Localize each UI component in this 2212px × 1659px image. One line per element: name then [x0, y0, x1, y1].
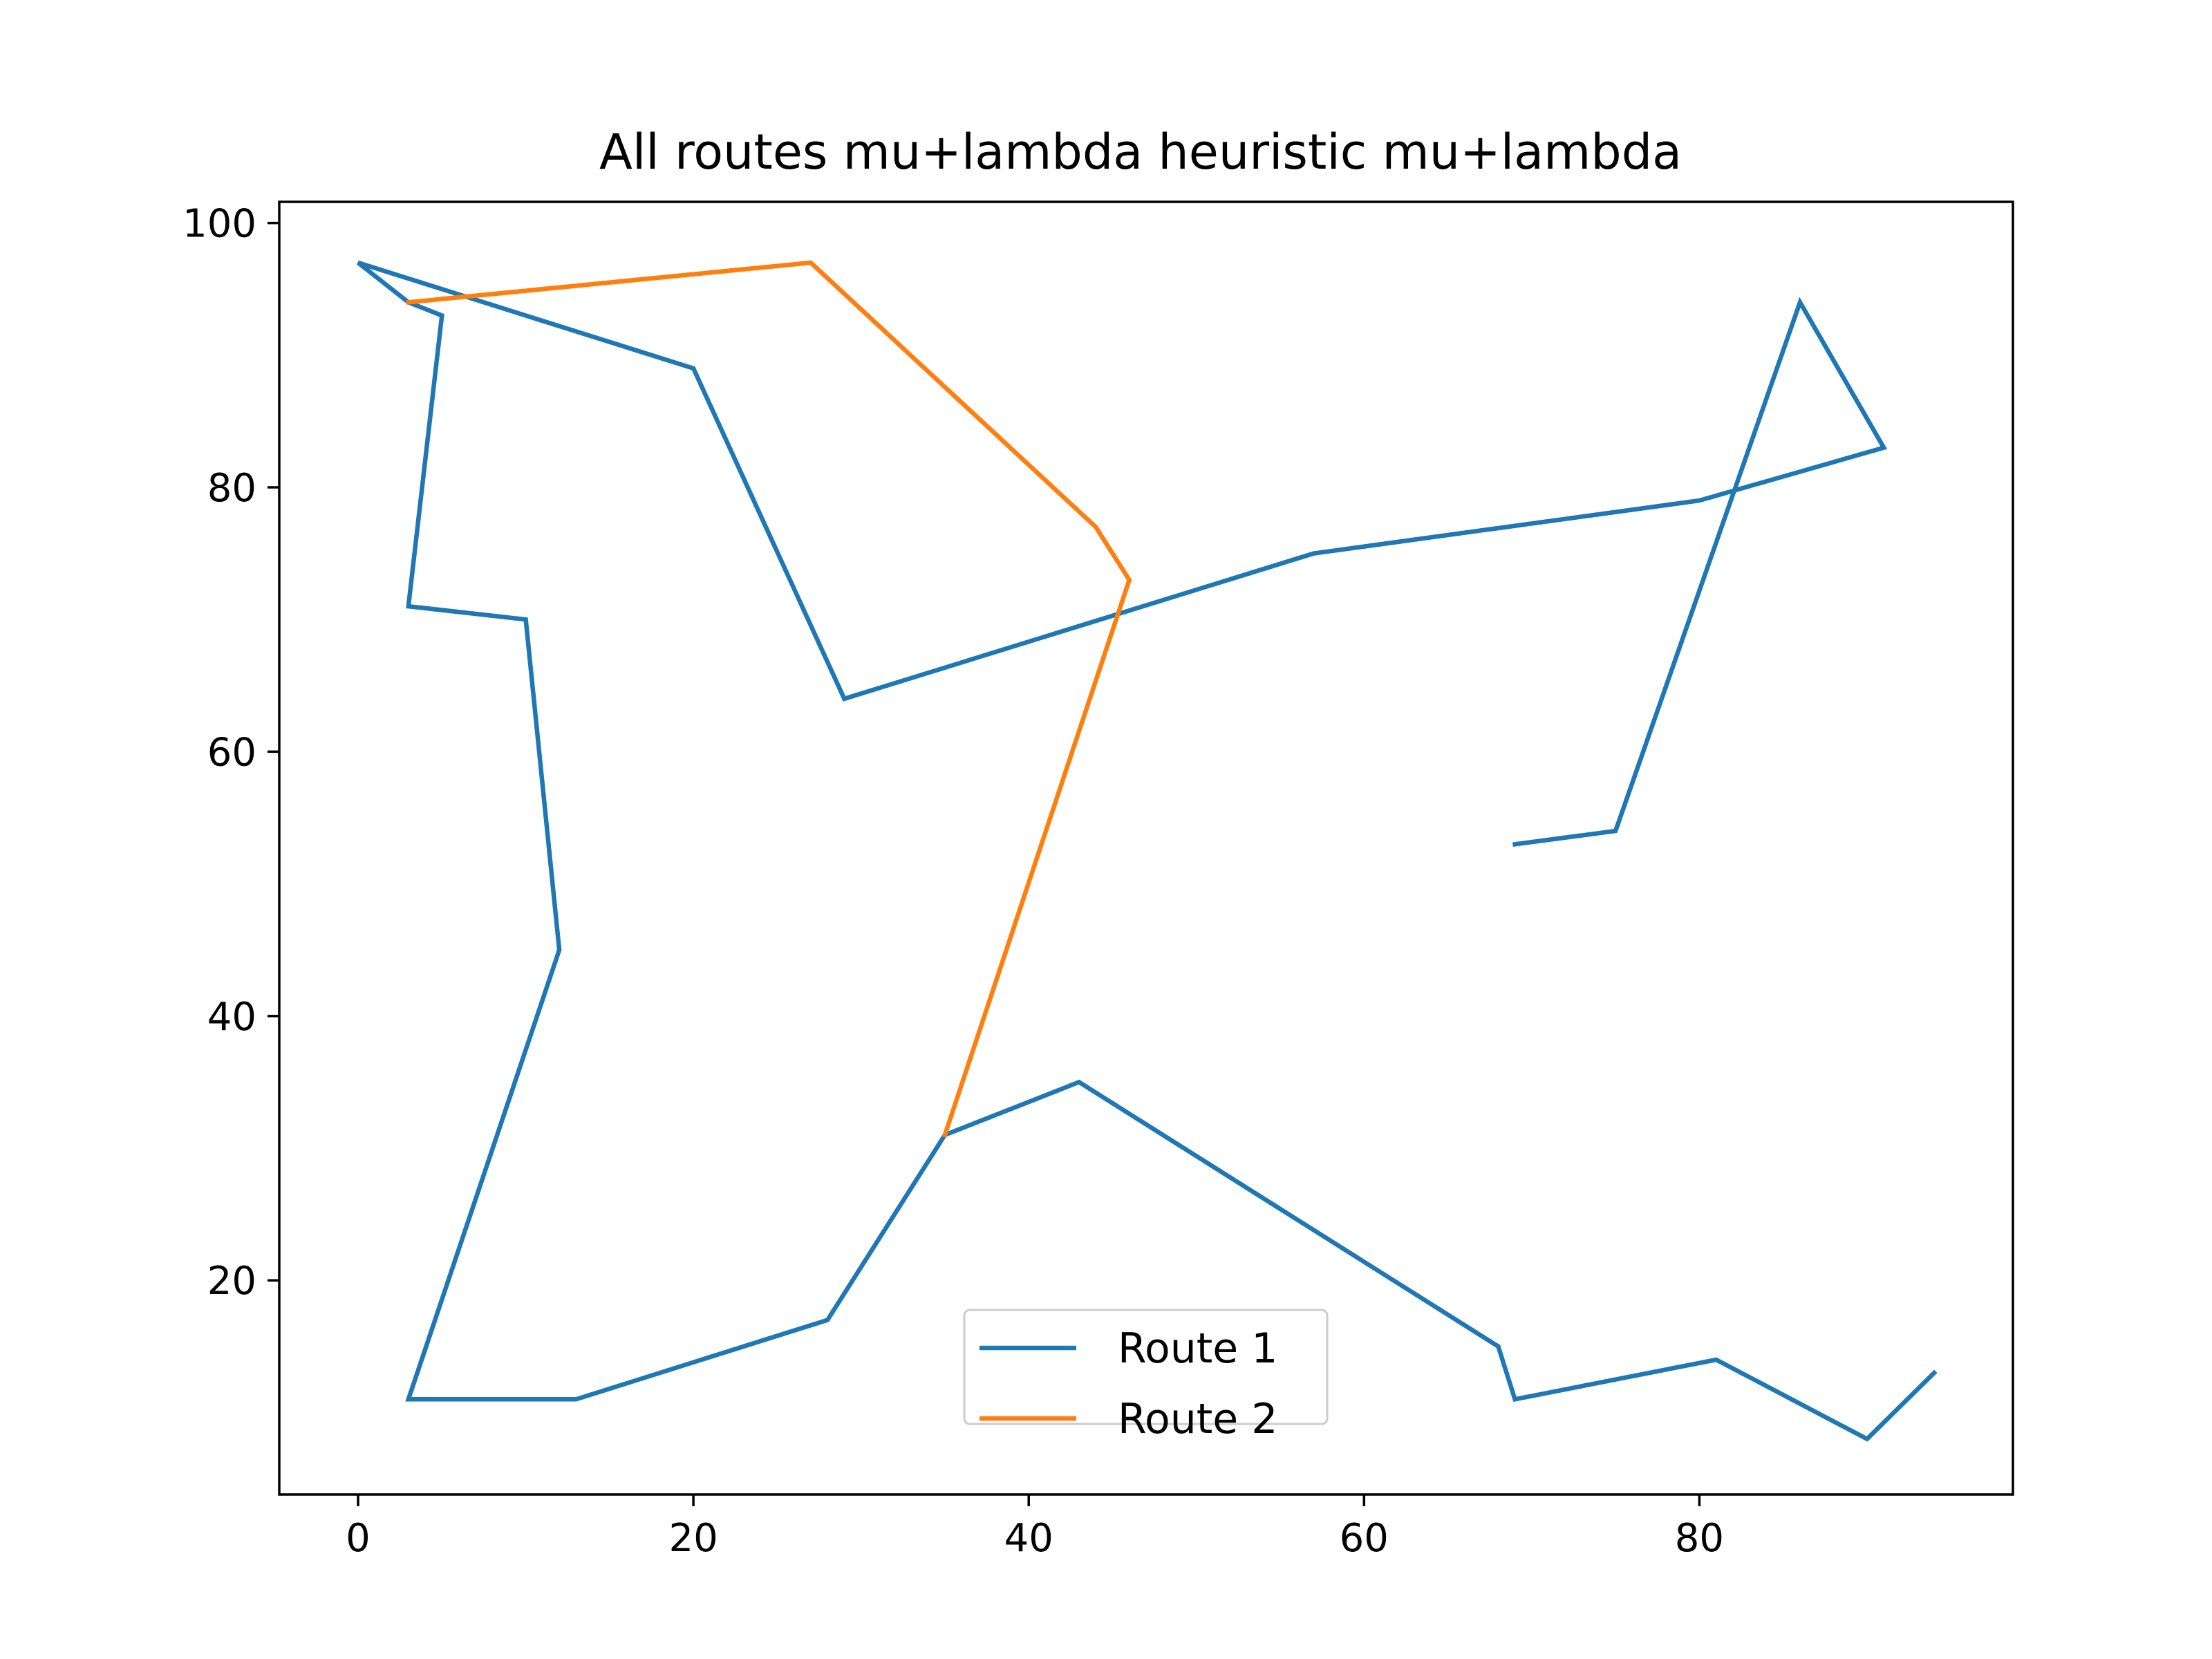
- legend-label-route-1: Route 1: [1118, 1324, 1277, 1373]
- chart-title: All routes mu+lambda heuristic mu+lambda: [599, 124, 1682, 180]
- x-tick-label: 0: [346, 1516, 371, 1561]
- y-tick-label: 60: [207, 730, 256, 775]
- y-tick-label: 40: [207, 995, 256, 1040]
- y-tick-label: 80: [207, 466, 256, 511]
- axes-frame: [278, 200, 2014, 1496]
- plot-area: [356, 260, 1938, 1442]
- legend-box: [963, 1309, 1329, 1425]
- legend: Route 1 Route 2: [963, 1309, 1329, 1443]
- x-tick-label: 80: [1675, 1516, 1724, 1561]
- axes: 0 20 40 60 80 20 40 60 80 100: [182, 200, 2014, 1561]
- legend-label-route-2: Route 2: [1118, 1395, 1277, 1443]
- series-line-route-2: [406, 260, 1132, 1138]
- y-tick-label: 20: [207, 1259, 256, 1304]
- x-tick-label: 40: [1004, 1516, 1053, 1561]
- series-line-route-1: [356, 260, 1938, 1442]
- y-tick-label: 100: [182, 202, 256, 247]
- x-tick-label: 20: [668, 1516, 718, 1561]
- x-tick-label: 60: [1340, 1516, 1389, 1561]
